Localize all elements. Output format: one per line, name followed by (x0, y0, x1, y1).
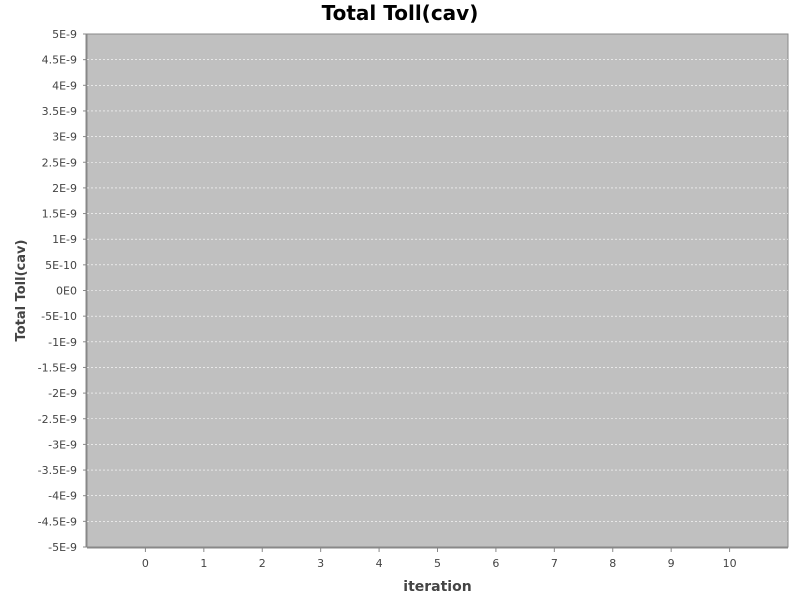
x-tick-label: 0 (142, 557, 149, 570)
y-tick-label: 5E-9 (52, 28, 77, 41)
x-tick-label: 5 (434, 557, 441, 570)
y-tick-label: 3.5E-9 (42, 105, 77, 118)
y-tick-label: -4E-9 (48, 490, 77, 503)
y-tick-label: 1E-9 (52, 233, 77, 246)
x-tick-label: 8 (609, 557, 616, 570)
y-tick-label: 0E0 (56, 285, 77, 298)
y-tick-label: -3.5E-9 (38, 464, 77, 477)
y-tick-label: 2E-9 (52, 182, 77, 195)
x-tick-label: 10 (723, 557, 737, 570)
y-tick-label: 5E-10 (45, 259, 77, 272)
y-tick-label: -1.5E-9 (38, 361, 77, 374)
y-tick-label: -5E-10 (41, 310, 77, 323)
chart-title: Total Toll(cav) (321, 1, 479, 25)
y-tick-label: -2E-9 (48, 387, 77, 400)
y-tick-label: -5E-9 (48, 541, 77, 554)
x-tick-label: 2 (259, 557, 266, 570)
x-tick-label: 3 (317, 557, 324, 570)
x-axis-label: iteration (403, 579, 471, 595)
y-tick-label: -3E-9 (48, 438, 77, 451)
x-tick-label: 4 (376, 557, 383, 570)
y-axis-label: Total Toll(cav) (14, 240, 29, 342)
y-tick-label: 2.5E-9 (42, 156, 77, 169)
x-tick-label: 9 (668, 557, 675, 570)
y-tick-label: 4.5E-9 (42, 54, 77, 67)
x-axis-ticks: 0 1 2 3 4 5 6 7 8 9 10 (142, 548, 737, 570)
y-tick-label: 3E-9 (52, 131, 77, 144)
x-tick-label: 6 (492, 557, 499, 570)
x-tick-label: 1 (200, 557, 207, 570)
y-tick-label: 1.5E-9 (42, 208, 77, 221)
y-tick-label: -2.5E-9 (38, 413, 77, 426)
gridlines (87, 59, 788, 522)
y-tick-label: 4E-9 (52, 79, 77, 92)
y-tick-label: -1E-9 (48, 336, 77, 349)
y-tick-label: -4.5E-9 (38, 515, 77, 528)
y-axis-ticks: 5E-9 4.5E-9 4E-9 3.5E-9 3E-9 2.5E-9 2E-9 1.5E-9… (38, 28, 87, 554)
x-tick-label: 7 (551, 557, 558, 570)
